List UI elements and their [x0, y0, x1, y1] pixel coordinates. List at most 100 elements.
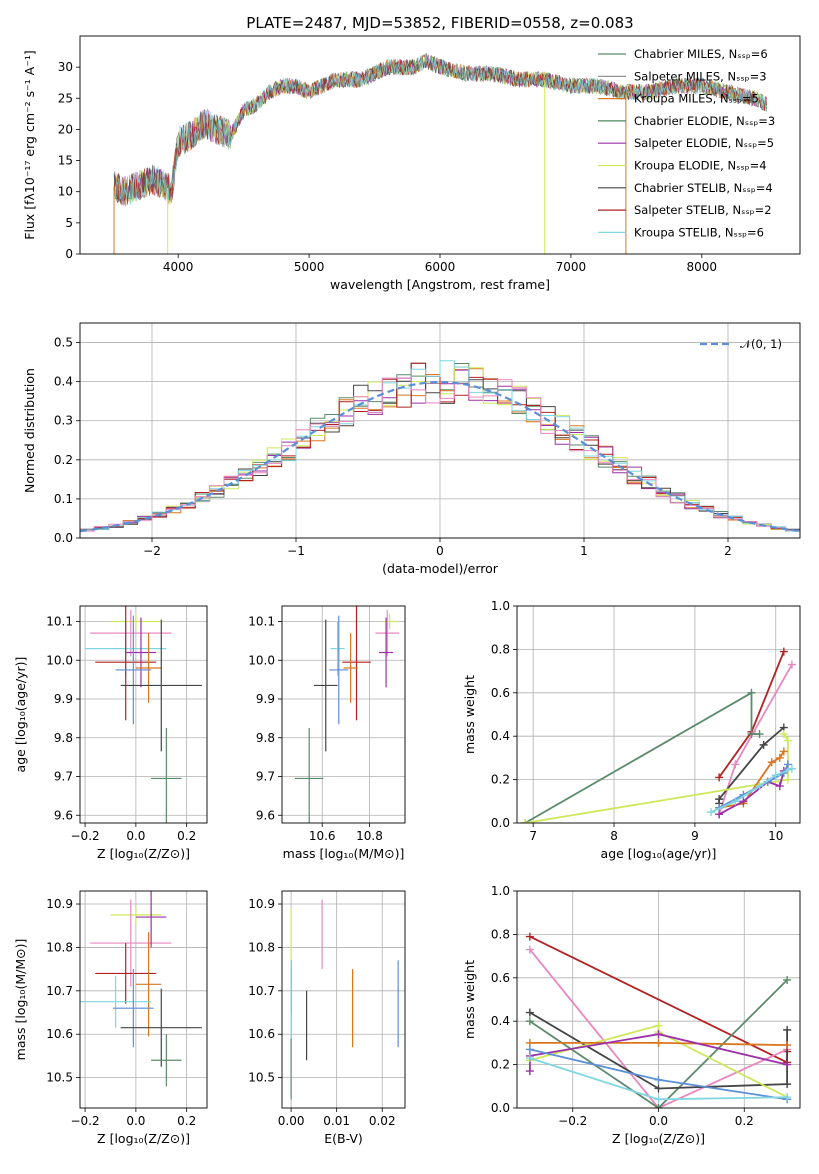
y-axis-label: mass weight [462, 675, 477, 754]
y-tick-label: 0.6 [491, 971, 510, 985]
y-axis-label: age [log₁₀(age/yr)] [13, 657, 28, 773]
x-tick-label: 0.02 [369, 1114, 396, 1128]
y-tick-label: 0.3 [54, 414, 73, 428]
legend-entry: Kroupa MILES, Nₛₛₚ=5 [634, 92, 759, 106]
plot-weight_vs_age [521, 647, 796, 823]
weight-marker [525, 1008, 534, 1017]
weight-line [524, 691, 760, 823]
legend-entry: Kroupa STELIB, Nₛₛₚ=6 [634, 225, 764, 239]
y-tick-label: 0.6 [491, 686, 510, 700]
legend: 𝒩(0, 1) [700, 337, 782, 351]
y-axis-label: Normed distribution [22, 368, 37, 493]
y-tick-label: 0.4 [491, 1014, 510, 1028]
y-axis-label: Flux [fλ10⁻¹⁷ erg cm⁻² s⁻¹ A⁻¹] [22, 50, 37, 239]
panel-mass_vs_Z: −0.2 0.0 0.2 10.5 10.6 10.7 10.8 10.9 Z [log₁₀(Z… [13, 890, 208, 1146]
x-tick-label: 0.2 [177, 1114, 196, 1128]
y-tick-label: 0.2 [54, 453, 73, 467]
x-tick-label: 0.0 [126, 829, 145, 843]
y-tick-label: 10.7 [248, 984, 275, 998]
weight-marker [525, 945, 534, 954]
x-tick-label: −0.2 [558, 1114, 587, 1128]
weight-marker [525, 1045, 534, 1054]
normal-curve [80, 380, 800, 533]
y-tick-label: 9.7 [256, 770, 275, 784]
x-tick-label: −2 [143, 544, 161, 558]
x-tick-label: 10.6 [309, 829, 336, 843]
weight-marker [521, 819, 530, 823]
x-tick-label: 2 [724, 544, 732, 558]
plot-age_vs_mass [295, 606, 400, 823]
weight-marker [747, 688, 756, 697]
y-tick-label: 0.5 [54, 336, 73, 350]
legend-entry: Salpeter MILES, Nₛₛₚ=3 [634, 69, 767, 83]
y-tick-label: 9.8 [256, 731, 275, 745]
y-tick-label: 10.6 [248, 1027, 275, 1041]
plot-weight_vs_Z [525, 932, 792, 1108]
x-axis-label: wavelength [Angstrom, rest frame] [330, 277, 550, 292]
y-tick-label: 0.0 [491, 1101, 510, 1115]
y-tick-label: 10.6 [46, 1027, 73, 1041]
weight-marker [525, 932, 534, 941]
x-tick-label: 1 [580, 544, 588, 558]
weight-marker [731, 797, 740, 806]
x-axis-label: Z [log₁₀(Z/Z⊙)] [97, 846, 190, 861]
legend-entry: Kroupa ELODIE, Nₛₛₚ=4 [634, 159, 767, 173]
panel-residuals: −2 −1 0 1 2 0.0 0.1 0.2 0.3 0.4 0.5 𝒩(0, 1) (data-mo… [22, 322, 801, 576]
x-tick-label: 5000 [294, 260, 325, 274]
axes-frame [79, 605, 208, 824]
legend-entry: Salpeter STELIB, Nₛₛₚ=2 [634, 203, 772, 217]
plot-age_vs_Z [85, 606, 202, 823]
y-tick-label: 10.5 [248, 1071, 275, 1085]
y-tick-label: 9.6 [256, 808, 275, 822]
grid-mass_vs_Z [80, 891, 207, 1108]
weight-marker [707, 808, 716, 817]
weight-marker [731, 760, 740, 769]
weight-marker [767, 758, 776, 767]
x-axis-label: E(B-V) [324, 1131, 363, 1146]
y-tick-label: 10 [58, 185, 73, 199]
y-tick-label: 9.8 [54, 731, 73, 745]
axes-frame [79, 35, 801, 255]
x-tick-label: −1 [287, 544, 305, 558]
x-tick-label: 8 [610, 829, 618, 843]
weight-marker [654, 1095, 663, 1104]
weight-marker [783, 1060, 792, 1069]
plot-mass_vs_Z [80, 891, 202, 1087]
weight-marker [747, 730, 756, 739]
weight-marker [654, 1075, 663, 1084]
x-axis-label: mass [log₁₀(M/M⊙)] [283, 846, 405, 861]
axes-frame [281, 605, 406, 824]
weight-marker [779, 747, 788, 756]
y-tick-label: 9.6 [54, 808, 73, 822]
axes-frame [516, 605, 801, 824]
x-tick-label: 0.01 [323, 1114, 350, 1128]
legend-entry: Salpeter ELODIE, Nₛₛₚ=5 [634, 136, 774, 150]
y-tick-label: 10.0 [248, 653, 275, 667]
grid-mass_vs_ebv [282, 891, 405, 1108]
y-tick-label: 0.8 [491, 642, 510, 656]
weight-marker [783, 775, 792, 784]
x-axis-label: Z [log₁₀(Z/Z⊙)] [612, 1131, 705, 1146]
x-tick-label: 6000 [425, 260, 456, 274]
y-tick-label: 0 [65, 247, 73, 261]
panel-age_vs_Z: −0.2 0.0 0.2 9.6 9.7 9.8 9.9 10.0 10.1 Z [log₁₀(Z… [13, 605, 208, 861]
y-tick-label: 10.1 [46, 615, 73, 629]
y-axis-label: mass weight [462, 960, 477, 1039]
weight-marker [771, 771, 780, 780]
y-tick-label: 10.9 [248, 897, 275, 911]
weight-marker [783, 760, 792, 769]
y-tick-label: 10.0 [46, 653, 73, 667]
weight-marker [525, 1067, 534, 1076]
weight-line [529, 1011, 788, 1090]
spectrum-line [113, 54, 767, 205]
y-tick-label: 10.8 [248, 940, 275, 954]
weight-marker [775, 753, 784, 762]
x-tick-label: 8000 [687, 260, 718, 274]
x-tick-label: 0.0 [126, 1114, 145, 1128]
y-tick-label: 0.0 [491, 816, 510, 830]
x-tick-label: 4000 [163, 260, 194, 274]
panel-weight_vs_Z: −0.2 0.0 0.2 0.0 0.2 0.4 0.6 0.8 1.0 Z [log₁₀(Z/Z… [462, 884, 801, 1146]
x-axis-label: Z [log₁₀(Z/Z⊙)] [97, 1131, 190, 1146]
x-tick-label: 7 [529, 829, 537, 843]
